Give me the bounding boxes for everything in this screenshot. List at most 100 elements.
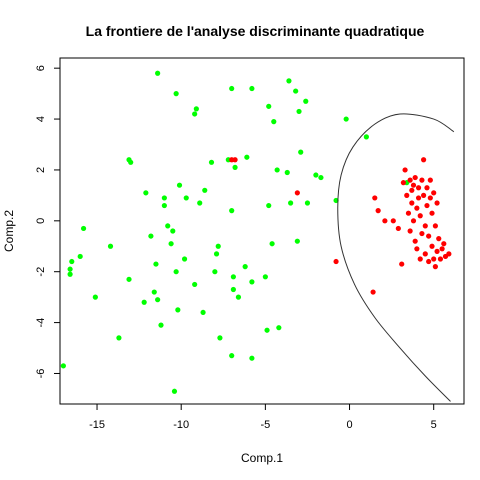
data-point-red [415, 185, 422, 191]
data-point-red [421, 192, 427, 198]
data-point-green [168, 241, 174, 247]
data-point-red [432, 264, 438, 270]
data-point-red [402, 167, 408, 173]
data-point-green [230, 274, 236, 280]
data-point-green [80, 225, 87, 232]
data-point-red [422, 223, 428, 229]
data-point-green [92, 294, 98, 300]
data-point-red [414, 246, 420, 252]
data-point-green [143, 190, 149, 196]
data-point-red [424, 202, 430, 209]
data-point-red [434, 248, 440, 254]
data-point-green [171, 388, 178, 394]
data-point-red [412, 174, 418, 181]
data-point-green [69, 258, 75, 265]
data-point-red [432, 223, 438, 229]
data-point-red [427, 195, 433, 201]
data-point-green [266, 202, 272, 209]
data-point-green [197, 200, 203, 206]
data-point-red [407, 177, 413, 183]
data-point-green [274, 167, 280, 173]
y-tick-label: 0 [35, 218, 47, 224]
data-point-red [375, 208, 381, 214]
data-point-green [151, 289, 157, 295]
x-tick-label: -10 [173, 419, 189, 431]
data-point-green [249, 279, 255, 285]
data-point-green [242, 264, 248, 270]
data-point-red [400, 180, 406, 186]
data-point-green [67, 266, 73, 272]
data-point-green [212, 269, 218, 275]
data-point-green [161, 195, 167, 201]
data-point-green [266, 103, 272, 109]
data-point-green [155, 70, 161, 76]
data-point-red [382, 218, 388, 224]
data-point-red [333, 258, 339, 265]
data-point-red [294, 190, 300, 196]
data-point-green [116, 335, 122, 341]
data-point-green [77, 253, 83, 260]
x-tick-label: 0 [346, 419, 352, 431]
data-point-red [414, 205, 420, 211]
data-point-green [244, 154, 250, 160]
data-point-green [269, 241, 275, 247]
data-point-green [229, 85, 235, 92]
data-point-red [409, 200, 415, 206]
data-point-red [431, 256, 437, 262]
x-tick-label: -5 [260, 419, 270, 431]
data-point-green [175, 307, 181, 313]
data-point-green [284, 169, 290, 176]
data-point-red [412, 238, 418, 244]
data-point-green [183, 195, 189, 201]
data-point-red [372, 195, 378, 201]
data-point-red [390, 218, 396, 224]
data-point-red [405, 210, 412, 216]
data-point-green [213, 251, 220, 257]
data-point-red [409, 187, 415, 193]
data-point-red [410, 182, 417, 188]
data-point-green [303, 98, 309, 104]
data-point-green [165, 223, 171, 229]
data-point-green [288, 200, 294, 206]
data-point-red [232, 157, 238, 163]
x-tick-label: -15 [89, 419, 105, 431]
y-axis-label: Comp.2 [2, 210, 16, 252]
data-point-red [429, 210, 435, 216]
data-point-red [395, 225, 401, 232]
data-point-red [434, 200, 440, 206]
data-point-green [249, 355, 255, 361]
y-tick-label: -6 [35, 369, 47, 379]
data-point-green [60, 363, 66, 369]
data-point-red [422, 251, 428, 257]
data-point-green [170, 228, 176, 234]
data-point-green [298, 149, 304, 155]
data-point-red [426, 258, 432, 265]
data-point-green [67, 271, 73, 277]
data-point-red [370, 289, 376, 295]
data-point-red [437, 256, 444, 262]
data-point-green [232, 164, 238, 170]
data-point-green [193, 106, 199, 112]
data-point-green [181, 256, 188, 262]
y-tick-label: 2 [35, 167, 47, 173]
data-point-red [417, 256, 423, 262]
data-point-green [128, 159, 134, 165]
data-point-green [296, 108, 302, 115]
data-point-green [173, 91, 179, 97]
data-point-green [173, 269, 179, 275]
y-tick-label: -4 [35, 318, 47, 328]
data-point-green [107, 243, 114, 249]
data-point-green [148, 233, 154, 239]
data-point-red [446, 251, 452, 257]
data-point-green [158, 322, 164, 328]
data-point-green [264, 327, 270, 333]
data-point-red [399, 261, 405, 267]
y-tick-label: -2 [35, 267, 47, 277]
data-point-red [404, 192, 410, 198]
data-point-red [419, 177, 425, 183]
data-point-red [415, 195, 422, 201]
decision-boundary-curve [337, 113, 455, 402]
data-point-red [410, 218, 417, 224]
data-point-green [229, 353, 235, 359]
